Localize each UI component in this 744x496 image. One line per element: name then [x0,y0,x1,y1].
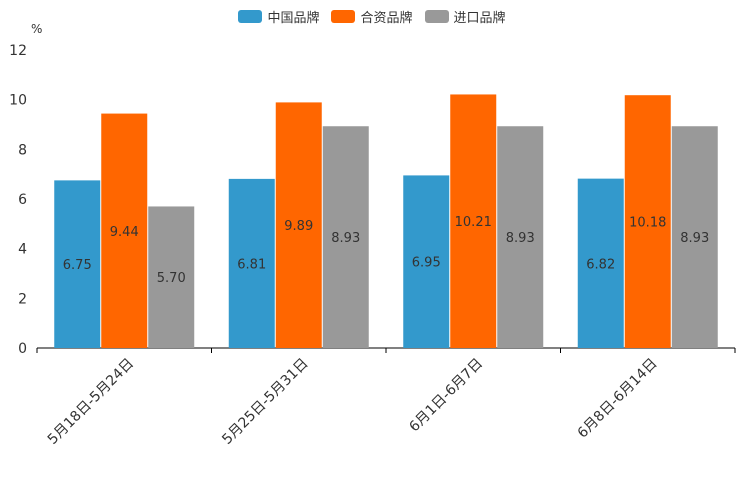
data-label: 6.82 [586,257,615,272]
bar [228,178,275,348]
bar [577,178,624,348]
data-label: 6.95 [412,256,441,271]
legend-item-china-brand[interactable]: 中国品牌 [238,7,319,26]
bar [403,175,450,348]
legend-swatch-import-brand [424,10,449,23]
bar [497,126,544,348]
bar [275,102,322,348]
data-label: 8.93 [331,231,360,246]
legend-item-joint-venture-brand[interactable]: 合资品牌 [331,7,413,26]
bar [101,113,148,348]
y-tick-label: 10 [9,93,27,109]
data-label: 10.18 [629,216,666,231]
data-label: 8.93 [680,231,709,246]
bar [54,180,101,348]
y-tick-label: 6 [18,192,27,208]
y-tick-label: 4 [18,242,27,258]
data-label: 6.75 [63,258,92,273]
x-tick-label: 5月25日-5月31日 [219,356,311,448]
y-axis-unit: % [31,22,43,36]
legend-item-import-brand[interactable]: 进口品牌 [424,7,506,26]
legend-label-china-brand: 中国品牌 [267,11,320,26]
bar [624,95,671,349]
y-tick-label: 0 [18,341,27,357]
data-label: 9.44 [110,225,139,240]
data-label: 8.93 [506,231,535,246]
bar [148,206,195,348]
y-tick-label: 12 [9,43,27,59]
x-tick-label: 6月8日-6月14日 [575,356,661,442]
bar [450,94,497,349]
chart-legend: 中国品牌 合资品牌 进口品牌 [0,7,744,26]
legend-label-joint-venture-brand: 合资品牌 [360,11,413,26]
data-label: 6.81 [237,257,266,272]
legend-swatch-joint-venture-brand [331,10,356,23]
data-label: 9.89 [284,219,313,234]
data-label: 10.21 [455,215,492,230]
legend-label-import-brand: 进口品牌 [453,11,506,26]
legend-swatch-china-brand [238,10,263,23]
data-label: 5.70 [157,271,186,286]
y-tick-label: 2 [18,291,27,307]
x-tick-label: 6月1日-6月7日 [406,356,486,436]
bar [671,126,718,348]
bar [322,126,369,348]
x-tick-label: 5月18日-5月24日 [45,356,137,448]
y-tick-label: 8 [18,142,27,158]
